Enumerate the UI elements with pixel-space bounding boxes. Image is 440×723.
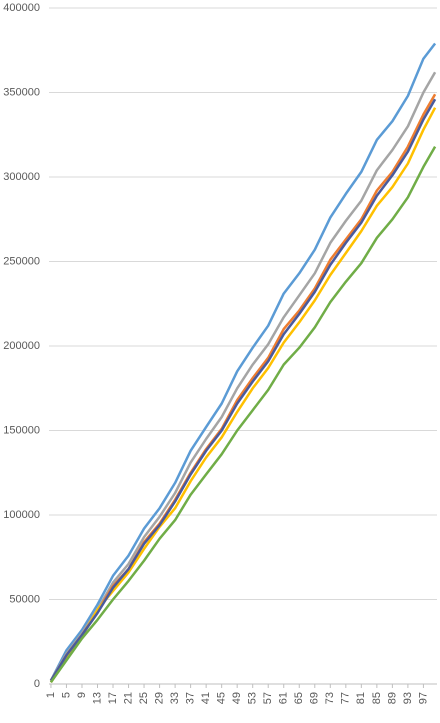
series-line [49,107,437,683]
x-tick-label: 65 [293,692,305,704]
x-tick-label: 17 [107,692,119,704]
x-tick-label: 13 [91,692,103,704]
series-line [49,98,437,682]
y-tick-label: 400000 [3,2,40,14]
y-tick-label: 50000 [9,593,40,605]
series-line [49,71,437,682]
x-tick-label: 45 [216,692,228,704]
x-tick-label: 61 [278,692,290,704]
y-tick-label: 300000 [3,171,40,183]
x-tick-label: 37 [185,692,197,704]
x-tick-label: 77 [340,692,352,704]
x-tick-label: 89 [386,692,398,704]
x-tick-label: 53 [247,692,259,704]
x-tick-label: 33 [169,692,181,704]
x-tick-label: 57 [262,692,274,704]
x-tick-label: 73 [324,692,336,704]
x-tick-label: 85 [371,692,383,704]
x-tick-label: 41 [200,692,212,704]
y-tick-label: 200000 [3,340,40,352]
x-tick-label: 93 [402,692,414,704]
series-line [49,42,437,682]
y-tick-label: 250000 [3,255,40,267]
x-tick-label: 29 [153,692,165,704]
x-tick-label: 1 [45,692,57,698]
x-tick-label: 97 [417,692,429,704]
x-tick-label: 49 [231,692,243,704]
y-tick-label: 100000 [3,509,40,521]
x-tick-label: 9 [76,692,88,698]
y-tick-label: 350000 [3,86,40,98]
x-tick-label: 5 [60,692,72,698]
series-line [49,145,437,684]
x-tick-label: 25 [138,692,150,704]
x-tick-label: 21 [122,692,134,704]
y-tick-label: 150000 [3,424,40,436]
x-tick-label: 81 [355,692,367,704]
x-tick-label: 69 [309,692,321,704]
y-tick-label: 0 [34,678,40,690]
